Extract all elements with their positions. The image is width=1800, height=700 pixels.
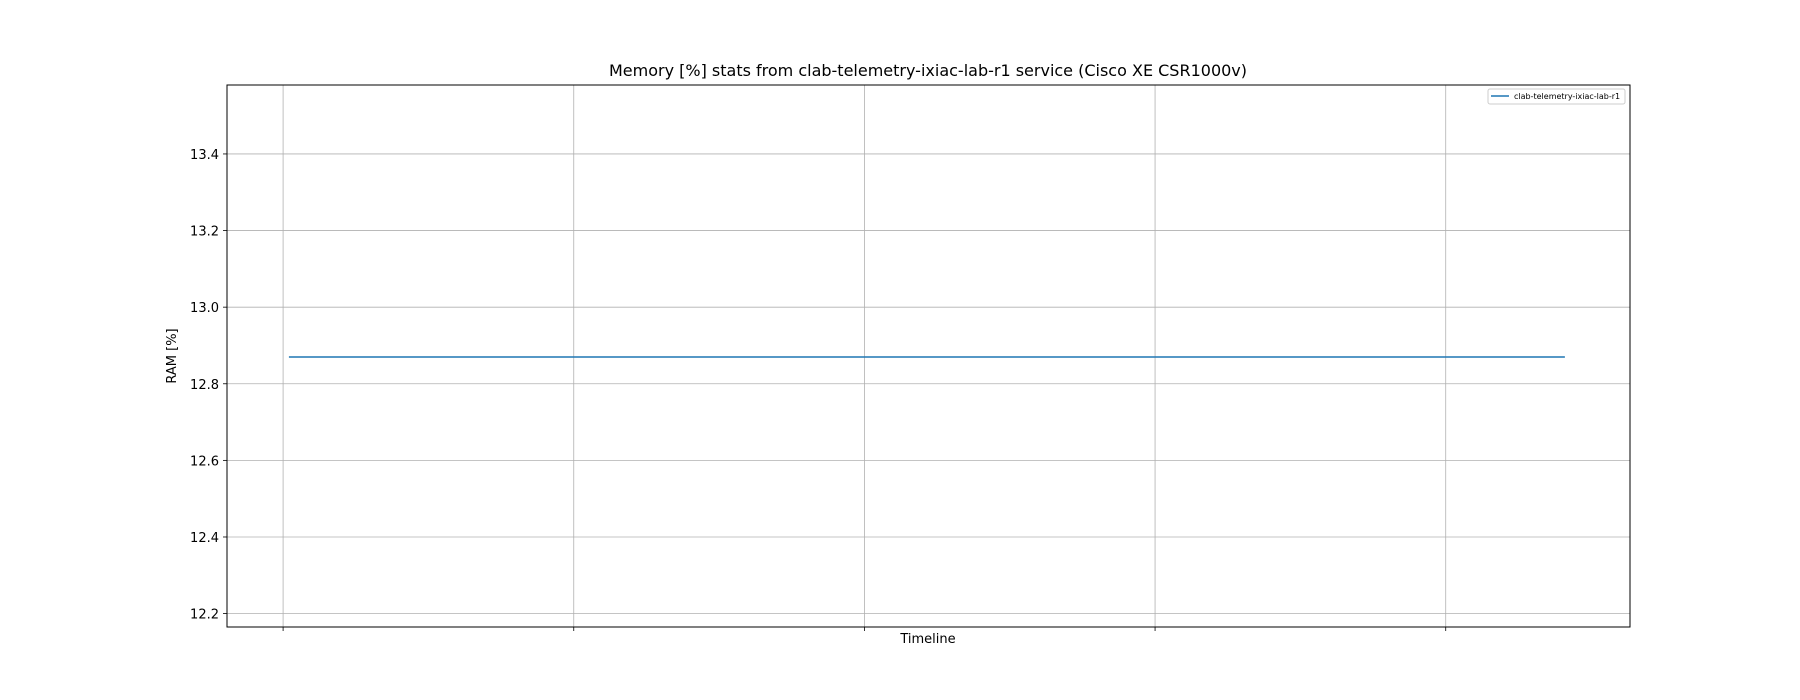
y-tick-label: 13.2 (190, 225, 219, 240)
plot-frame (226, 84, 1631, 628)
x-axis-label: Timeline (899, 632, 955, 647)
y-axis-label: RAM [%] (165, 328, 180, 383)
y-tick-label: 13.4 (190, 148, 219, 163)
y-tick-label: 12.8 (190, 378, 219, 393)
x-axis (282, 627, 1447, 631)
legend-box (1487, 88, 1626, 105)
chart-title: Memory [%] stats from clab-telemetry-ixi… (609, 61, 1247, 80)
y-tick-label: 12.4 (190, 531, 219, 546)
y-tick-label: 12.2 (190, 608, 219, 623)
legend: clab-telemetry-ixiac-lab-r1 (1487, 88, 1626, 105)
grid-layer (227, 85, 1630, 627)
y-axis: 12.2 12.4 12.6 12.8 13.0 13.2 13.4 (190, 148, 227, 623)
legend-label: clab-telemetry-ixiac-lab-r1 (1514, 92, 1620, 101)
y-tick-label: 13.0 (190, 301, 219, 316)
y-tick-label: 12.6 (190, 454, 219, 469)
